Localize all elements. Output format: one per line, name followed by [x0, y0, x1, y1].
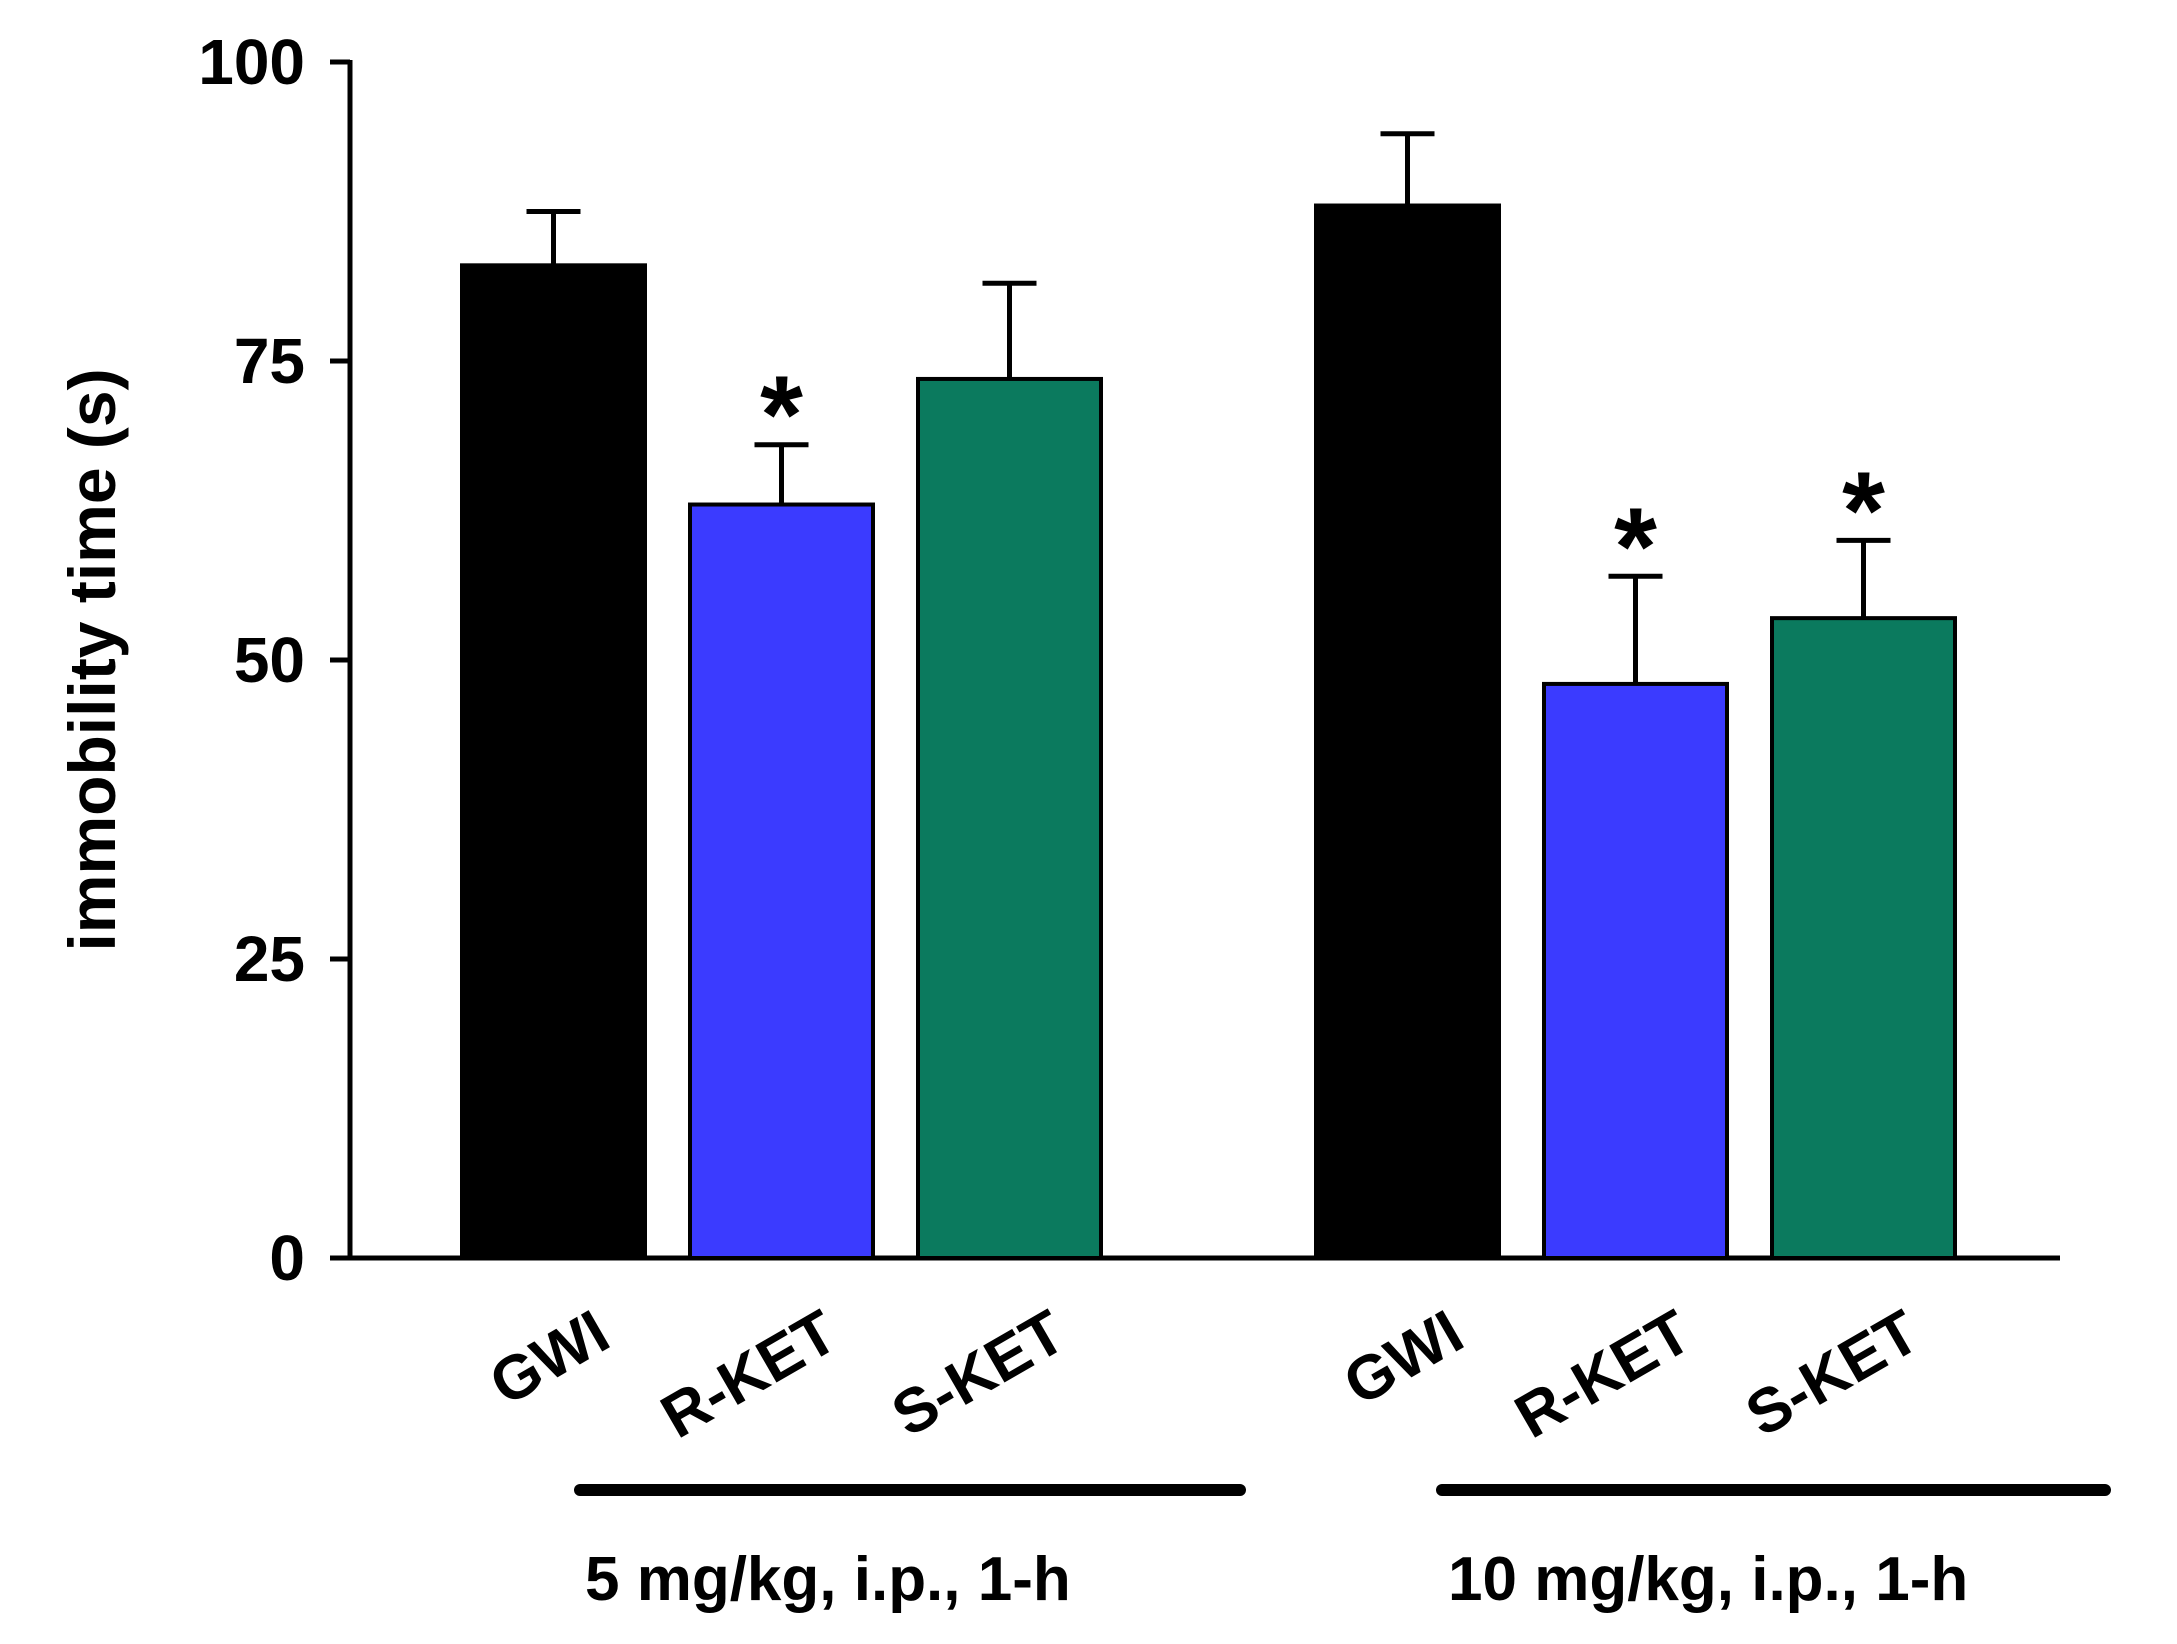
- x-tick-label: R-KET: [650, 1297, 849, 1452]
- bar-gwi-group1: [460, 263, 647, 1260]
- x-tick-label: GWI: [1333, 1297, 1475, 1419]
- y-tick-label: 75: [234, 325, 305, 397]
- x-tick-label: R-KET: [1504, 1297, 1703, 1452]
- bar-r-ket-group1: [688, 502, 875, 1260]
- x-tick-label: S-KET: [881, 1297, 1077, 1450]
- significance-marker: *: [760, 354, 803, 477]
- bar-r-ket-group2: [1542, 681, 1729, 1260]
- x-tick-label: GWI: [479, 1297, 621, 1419]
- y-tick-label: 50: [234, 624, 305, 696]
- bar-s-ket-group2: [1770, 616, 1957, 1260]
- y-axis-title: immobility time (s): [55, 368, 129, 951]
- x-tick-label: S-KET: [1735, 1297, 1931, 1450]
- significance-marker: *: [1842, 449, 1885, 572]
- y-tick-label: 100: [198, 26, 305, 98]
- significance-marker: *: [1614, 485, 1657, 608]
- y-tick-label: 0: [269, 1222, 305, 1294]
- group-label: 10 mg/kg, i.p., 1-h: [1448, 1545, 1968, 1614]
- y-tick-label: 25: [234, 923, 305, 995]
- bar-s-ket-group1: [916, 376, 1103, 1260]
- group-label: 5 mg/kg, i.p., 1-h: [585, 1545, 1071, 1614]
- bar-gwi-group2: [1314, 203, 1501, 1260]
